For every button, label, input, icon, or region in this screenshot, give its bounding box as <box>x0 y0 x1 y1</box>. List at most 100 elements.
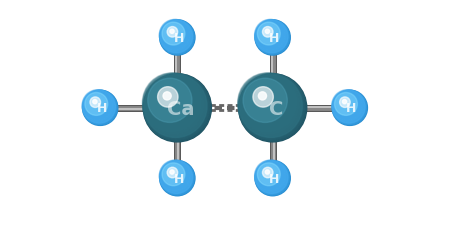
Circle shape <box>160 160 195 196</box>
Circle shape <box>159 160 191 192</box>
Circle shape <box>83 90 118 125</box>
Circle shape <box>143 73 204 134</box>
Circle shape <box>255 20 290 55</box>
Circle shape <box>332 90 367 125</box>
Circle shape <box>159 19 191 51</box>
Circle shape <box>238 73 297 132</box>
Circle shape <box>332 90 365 123</box>
Circle shape <box>82 90 113 121</box>
Circle shape <box>143 74 211 141</box>
Circle shape <box>143 73 203 134</box>
Circle shape <box>159 20 192 52</box>
Circle shape <box>83 90 118 125</box>
Circle shape <box>262 26 273 37</box>
Circle shape <box>332 90 366 124</box>
Circle shape <box>142 73 201 132</box>
Circle shape <box>82 90 115 122</box>
Circle shape <box>159 160 191 191</box>
Circle shape <box>160 160 194 195</box>
Circle shape <box>160 20 195 55</box>
Circle shape <box>143 73 202 133</box>
Text: H: H <box>269 32 279 45</box>
Circle shape <box>332 90 363 121</box>
Circle shape <box>238 74 307 142</box>
Circle shape <box>238 73 297 133</box>
Circle shape <box>340 97 350 108</box>
Circle shape <box>255 160 288 194</box>
Circle shape <box>160 20 193 53</box>
Circle shape <box>159 19 189 50</box>
Circle shape <box>160 20 193 53</box>
Circle shape <box>255 20 290 55</box>
Circle shape <box>332 90 363 121</box>
Circle shape <box>159 20 192 52</box>
Circle shape <box>82 90 116 124</box>
Circle shape <box>255 160 290 196</box>
Circle shape <box>238 74 304 139</box>
Circle shape <box>170 29 174 33</box>
Circle shape <box>255 160 286 191</box>
Circle shape <box>83 91 116 123</box>
Circle shape <box>255 20 288 53</box>
Circle shape <box>255 20 287 52</box>
Circle shape <box>265 29 270 33</box>
Circle shape <box>143 73 206 136</box>
Circle shape <box>334 93 357 115</box>
Circle shape <box>255 20 289 54</box>
Circle shape <box>160 161 193 194</box>
Circle shape <box>238 73 298 134</box>
Circle shape <box>160 20 195 55</box>
Circle shape <box>170 170 174 174</box>
Circle shape <box>160 160 194 195</box>
Circle shape <box>159 20 191 51</box>
Circle shape <box>167 26 178 37</box>
Circle shape <box>160 160 193 194</box>
Circle shape <box>255 20 289 54</box>
Circle shape <box>82 90 113 121</box>
Circle shape <box>255 20 286 51</box>
Circle shape <box>238 74 306 141</box>
Circle shape <box>144 75 207 137</box>
Circle shape <box>160 20 194 54</box>
Circle shape <box>262 167 273 178</box>
Circle shape <box>332 90 362 120</box>
Circle shape <box>82 90 116 123</box>
Circle shape <box>143 74 212 142</box>
Circle shape <box>332 90 364 122</box>
Circle shape <box>148 78 192 122</box>
Circle shape <box>332 90 367 125</box>
Circle shape <box>332 90 367 125</box>
Circle shape <box>240 75 302 137</box>
Circle shape <box>255 160 288 193</box>
Text: Ca: Ca <box>167 100 194 119</box>
Circle shape <box>255 160 286 192</box>
Circle shape <box>163 92 171 100</box>
Circle shape <box>238 73 300 135</box>
Circle shape <box>255 160 289 194</box>
Circle shape <box>143 73 205 135</box>
Circle shape <box>158 87 178 107</box>
Circle shape <box>255 19 285 50</box>
Circle shape <box>93 99 97 104</box>
Circle shape <box>143 74 208 139</box>
Text: H: H <box>174 172 184 185</box>
Circle shape <box>256 161 288 194</box>
Circle shape <box>255 160 290 195</box>
Circle shape <box>238 73 299 134</box>
Circle shape <box>255 160 285 190</box>
Circle shape <box>255 20 290 55</box>
Circle shape <box>143 73 207 137</box>
Circle shape <box>255 160 289 195</box>
Circle shape <box>160 20 194 54</box>
Circle shape <box>333 91 365 123</box>
Circle shape <box>255 19 286 51</box>
Circle shape <box>159 160 192 192</box>
Circle shape <box>160 160 195 196</box>
Circle shape <box>82 90 117 124</box>
Circle shape <box>257 22 280 45</box>
Circle shape <box>253 87 273 107</box>
Circle shape <box>82 90 114 122</box>
Circle shape <box>162 22 185 45</box>
Circle shape <box>159 160 192 193</box>
Circle shape <box>238 74 303 138</box>
